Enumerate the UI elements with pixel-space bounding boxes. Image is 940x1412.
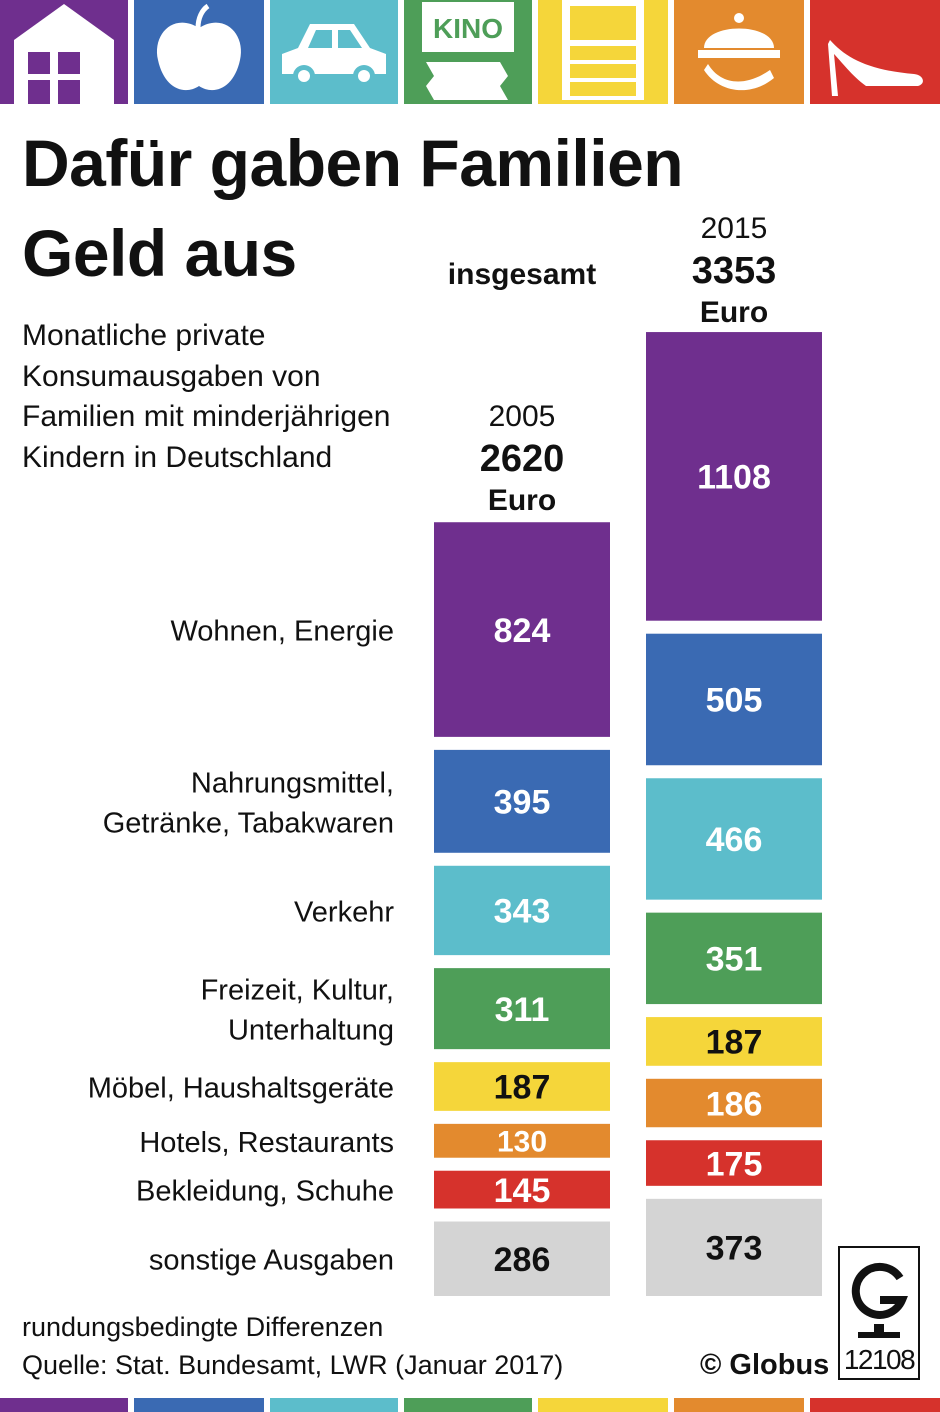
- house-icon: [0, 0, 128, 104]
- color-strip: [134, 1398, 264, 1412]
- copyright: © Globus: [700, 1349, 830, 1381]
- data-label: 286: [494, 1241, 551, 1279]
- unit-label: Euro: [487, 484, 557, 517]
- unit-label: Euro: [699, 296, 769, 329]
- year-label: 2015: [700, 212, 768, 245]
- bar-segment: [434, 1062, 610, 1111]
- category-label: Nahrungsmittel, Getränke, Tabakwaren: [103, 767, 394, 839]
- data-label: 187: [494, 1069, 551, 1107]
- category-label: Bekleidung, Schuhe: [136, 1176, 394, 1208]
- total-label: insgesamt: [447, 258, 597, 291]
- data-label: 145: [494, 1172, 551, 1210]
- high-heel-shoe-icon: [810, 0, 940, 104]
- cinema-ticket-icon: KINO: [404, 0, 532, 104]
- bar-segment: [646, 778, 822, 900]
- bar-segment: [434, 749, 610, 853]
- column-header-2015: 2015 3353 Euro: [646, 212, 822, 330]
- source-note: Quelle: Stat. Bundesamt, LWR (Januar 201…: [22, 1350, 564, 1380]
- data-label: 824: [494, 612, 551, 650]
- bar-segment: [434, 522, 610, 737]
- globus-logo: 12108: [838, 1246, 920, 1380]
- bar-segment: [646, 1078, 822, 1128]
- category-label: sonstige Ausgaben: [149, 1245, 394, 1277]
- data-label: 395: [494, 784, 551, 822]
- bar-segment: [646, 1198, 822, 1296]
- bar-segment: [434, 968, 610, 1050]
- color-strip: [270, 1398, 398, 1412]
- serving-cloche-icon: [674, 0, 804, 104]
- bar-segment: [646, 912, 822, 1005]
- total-value: 3353: [691, 250, 777, 292]
- bottom-color-bar: [0, 1398, 940, 1412]
- category-label: Hotels, Restaurants: [139, 1127, 394, 1159]
- total-value: 2620: [479, 438, 565, 480]
- bar-segment: [434, 1123, 610, 1158]
- category-label: Wohnen, Energie: [170, 616, 394, 648]
- cabinet-icon: [538, 0, 668, 104]
- color-strip: [810, 1398, 940, 1412]
- bar-segment: [646, 332, 822, 621]
- data-label: 466: [706, 821, 763, 859]
- bar-segment: [646, 1017, 822, 1066]
- color-strip: [674, 1398, 804, 1412]
- car-icon: [270, 0, 398, 104]
- data-label: 505: [706, 682, 763, 720]
- data-label: 351: [706, 941, 763, 979]
- data-label: 343: [494, 893, 551, 931]
- data-label: 187: [706, 1024, 763, 1062]
- color-strip: [404, 1398, 532, 1412]
- data-label: 130: [497, 1126, 547, 1159]
- data-label: 186: [706, 1085, 763, 1123]
- footnote: rundungsbedingte Differenzen: [22, 1312, 384, 1342]
- top-icon-bar: KINO: [0, 0, 940, 104]
- data-label: 175: [706, 1145, 763, 1183]
- globus-g-icon: [851, 1262, 908, 1338]
- data-label: 373: [706, 1230, 763, 1268]
- color-strip: [538, 1398, 668, 1412]
- bar-segment: [434, 865, 610, 956]
- bar-segment: [646, 1140, 822, 1186]
- category-label: Verkehr: [294, 896, 394, 928]
- apple-icon: [134, 0, 264, 104]
- subtitle: Monatliche private Konsumausgaben von Fa…: [22, 319, 391, 474]
- column-header-2005: 2005 2620 Euro: [434, 400, 610, 518]
- category-label: Möbel, Haushaltsgeräte: [88, 1073, 394, 1105]
- bar-segment: [646, 633, 822, 766]
- year-label: 2005: [488, 400, 556, 433]
- svg-text:KINO: KINO: [433, 13, 503, 44]
- page-title: Dafür gaben Familien Geld aus: [22, 126, 684, 290]
- data-label: 311: [495, 991, 550, 1029]
- graphic-id: 12108: [843, 1344, 916, 1375]
- category-label: Freizeit, Kultur, Unterhaltung: [201, 975, 394, 1047]
- color-strip: [0, 1398, 128, 1412]
- data-label: 1108: [697, 459, 771, 497]
- bar-segment: [434, 1221, 610, 1296]
- bar-segment: [434, 1170, 610, 1209]
